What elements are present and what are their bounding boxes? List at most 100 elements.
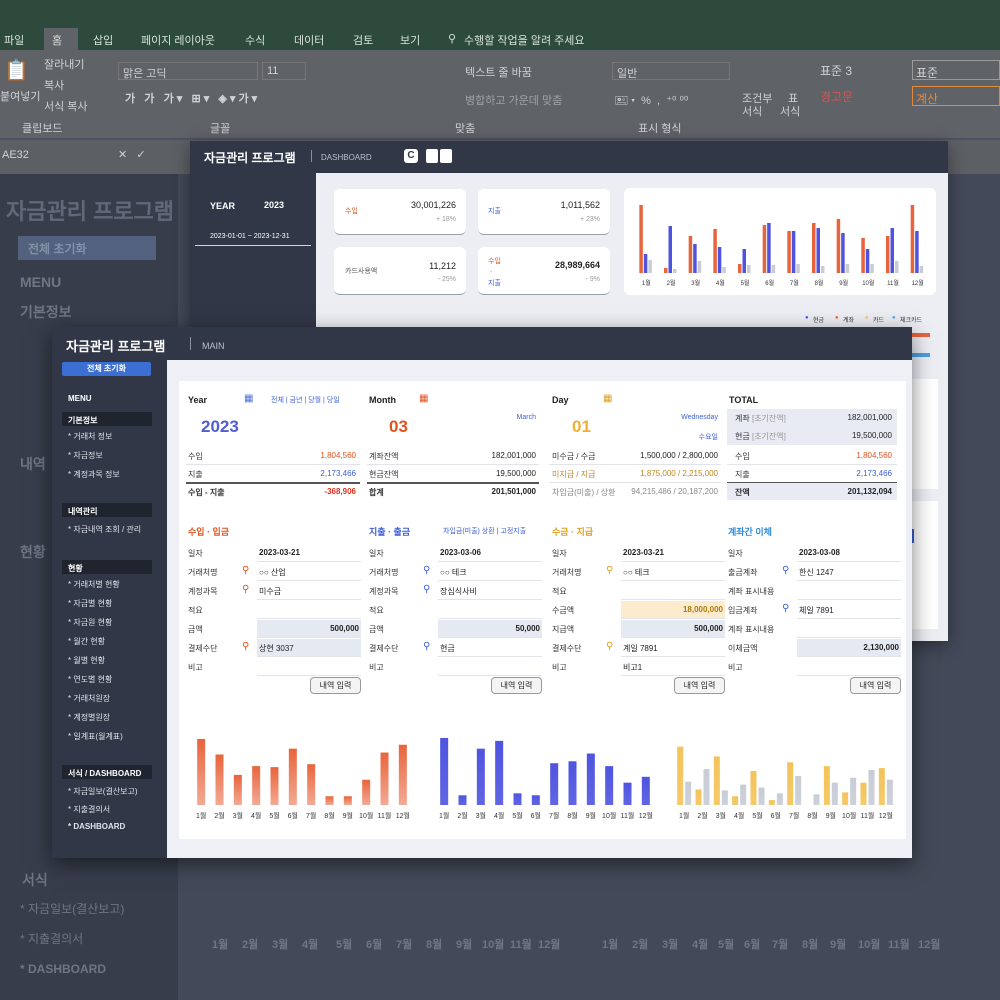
bg-basic-label: 기본정보 [20, 304, 72, 320]
submit-entry-button[interactable]: 내역 입력 [850, 677, 901, 694]
filter-month-link[interactable]: 당월 [308, 397, 322, 404]
sidebar-item[interactable]: * 계정과목 정보 [68, 470, 120, 479]
form-field-value[interactable]: 2023-03-06 [440, 548, 481, 557]
tab-page-layout[interactable]: 페이지 레이아웃 [141, 35, 215, 47]
tab-view[interactable]: 보기 [400, 35, 421, 47]
search-icon[interactable]: ⚲ [242, 565, 250, 576]
font-name-select[interactable]: 맑은 고딕 [118, 62, 258, 80]
form-field-value[interactable]: ○○ 테크 [440, 568, 467, 577]
merge-center-button[interactable]: 병합하고 가운데 맞춤 [465, 95, 563, 107]
tab-file[interactable]: 파일 [4, 35, 25, 47]
percent-icon[interactable]: 🖭 ▾ % , ⁺⁰ ⁰⁰ [615, 95, 689, 107]
calendar-icon[interactable]: ▦ [603, 393, 613, 404]
sidebar-item[interactable]: * 월간 현황 [68, 637, 105, 646]
form-field-value[interactable]: 장심식사비 [440, 587, 477, 596]
tab-formulas[interactable]: 수식 [245, 35, 266, 47]
form-field-value[interactable]: 2023-03-21 [623, 548, 664, 557]
format-painter-button[interactable]: 서식 복사 [44, 101, 88, 113]
calendar-icon[interactable]: ▦ [419, 393, 429, 404]
filter-year-link[interactable]: 금년 [289, 397, 303, 404]
sidebar-item[interactable]: * 일계표(월계표) [68, 732, 123, 741]
submit-entry-button[interactable]: 내역 입력 [674, 677, 725, 694]
paste-button[interactable]: 붙여넣기 [0, 91, 41, 103]
style-warning[interactable]: 경고문 [820, 90, 854, 104]
conditional-format-button[interactable]: 조건부 [742, 93, 773, 105]
submit-entry-button[interactable]: 내역 입력 [491, 677, 542, 694]
day-title: Day [552, 395, 569, 405]
form-field-value[interactable]: 상현 3037 [259, 644, 294, 653]
filter-all-link[interactable]: 전체 [271, 397, 284, 404]
form-field-value[interactable]: 500,000 [694, 624, 723, 633]
tab-home[interactable]: 홈 [44, 28, 78, 50]
sidebar-item[interactable]: * 연도별 현황 [68, 675, 113, 684]
name-box[interactable]: AE32 [2, 149, 29, 161]
style-calc[interactable]: 계산 [912, 86, 1000, 106]
search-icon[interactable]: ⚲ [782, 565, 790, 576]
bold-icon[interactable]: 가 가 가 ▾ ⊞ ▾ ◈ ▾ 가 ▾ [125, 93, 258, 105]
year-filter-links[interactable]: 전체 | 금년 | 당월 | 당일 [271, 397, 340, 404]
form-field-value[interactable]: ○○ 테크 [623, 568, 650, 577]
reset-all-button[interactable]: 전체 초기화 [62, 362, 151, 376]
form-field-value[interactable]: 2023-03-21 [259, 548, 300, 557]
row-line [621, 580, 725, 581]
save-icon[interactable] [440, 149, 452, 163]
font-size-select[interactable]: 11 [262, 62, 306, 80]
sidebar-item[interactable]: * 지출결의서 [68, 805, 111, 814]
form-field-value[interactable]: 비고1 [623, 663, 643, 672]
sidebar-item[interactable]: * 거래처원장 [68, 694, 111, 703]
form-field-value[interactable]: 체일 7891 [799, 606, 834, 615]
search-icon[interactable]: ⚲ [423, 565, 431, 576]
form-field-value[interactable]: 한신 1247 [799, 568, 834, 577]
formula-cancel-icon[interactable]: ✕ ✓ [118, 149, 146, 161]
tab-insert[interactable]: 삽입 [93, 35, 114, 47]
search-icon[interactable]: ⚲ [423, 584, 431, 595]
search-icon[interactable]: ⚲ [242, 584, 250, 595]
calendar-icon[interactable]: ▦ [244, 393, 254, 404]
form-field-value[interactable]: ○○ 산업 [259, 568, 286, 577]
paste-icon[interactable]: 📋 [4, 60, 29, 82]
submit-entry-button[interactable]: 내역 입력 [310, 677, 361, 694]
tab-data[interactable]: 데이터 [294, 35, 325, 47]
sidebar-item[interactable]: * 자금원 현황 [68, 618, 113, 627]
tab-review[interactable]: 검토 [353, 35, 374, 47]
refresh-icon[interactable]: C [404, 149, 418, 163]
format-table-button[interactable]: 표 [788, 93, 799, 105]
style-normal[interactable]: 표준 [912, 60, 1000, 80]
print-icon[interactable] [426, 149, 438, 163]
form-field-value[interactable]: 2,130,000 [863, 643, 899, 652]
copy-button[interactable]: 복사 [44, 80, 65, 92]
wrap-text-button[interactable]: 텍스트 줄 바꿈 [465, 67, 532, 79]
search-icon[interactable]: ⚲ [606, 641, 614, 652]
sidebar-item[interactable]: * DASHBOARD [68, 822, 126, 831]
sidebar-item[interactable]: * 거래처별 현황 [68, 580, 120, 589]
form-field-value[interactable]: 50,000 [515, 624, 540, 633]
bg-month-label: 7월 [396, 939, 413, 951]
sidebar-item[interactable]: * 자금정보 [68, 451, 103, 460]
search-icon[interactable]: ⚲ [606, 565, 614, 576]
form-field-value[interactable]: 현금 [440, 644, 455, 653]
form-extra-links[interactable]: 차입금(미출) 상환 | 고정지출 [443, 528, 527, 535]
number-format-select[interactable]: 일반 [612, 62, 730, 80]
search-icon[interactable]: ⚲ [242, 641, 250, 652]
search-icon[interactable]: ⚲ [423, 641, 431, 652]
form-field-value[interactable]: 18,000,000 [682, 605, 723, 614]
form-field-value[interactable]: 미수금 [259, 587, 282, 596]
sidebar-item[interactable]: * 계정별원장 [68, 713, 111, 722]
row-line [367, 464, 539, 465]
sidebar-item[interactable]: * 거래처 정보 [68, 432, 113, 441]
cut-button[interactable]: 잘라내기 [44, 59, 85, 71]
form-field-value[interactable]: 계일 7891 [623, 644, 658, 653]
search-icon[interactable]: ⚲ [782, 603, 790, 614]
sidebar-item[interactable]: * 자금별 현황 [68, 599, 113, 608]
tell-me-box[interactable]: 수행할 작업을 알려 주세요 [464, 35, 585, 47]
value-box [797, 639, 901, 656]
form-field-value[interactable]: 500,000 [330, 624, 359, 633]
form-field-value[interactable]: 2023-03-08 [799, 548, 840, 557]
chart-bar [740, 784, 747, 805]
sidebar-item[interactable]: * 월별 현황 [68, 656, 105, 665]
sidebar-item[interactable]: * 자금일보(결산보고) [68, 787, 138, 796]
year-value[interactable]: 2023 [264, 200, 285, 210]
sidebar-item[interactable]: * 자금내역 조회 / 관리 [68, 525, 142, 534]
style-normal3[interactable]: 표준 3 [820, 64, 853, 78]
filter-day-link[interactable]: 당일 [326, 397, 340, 404]
